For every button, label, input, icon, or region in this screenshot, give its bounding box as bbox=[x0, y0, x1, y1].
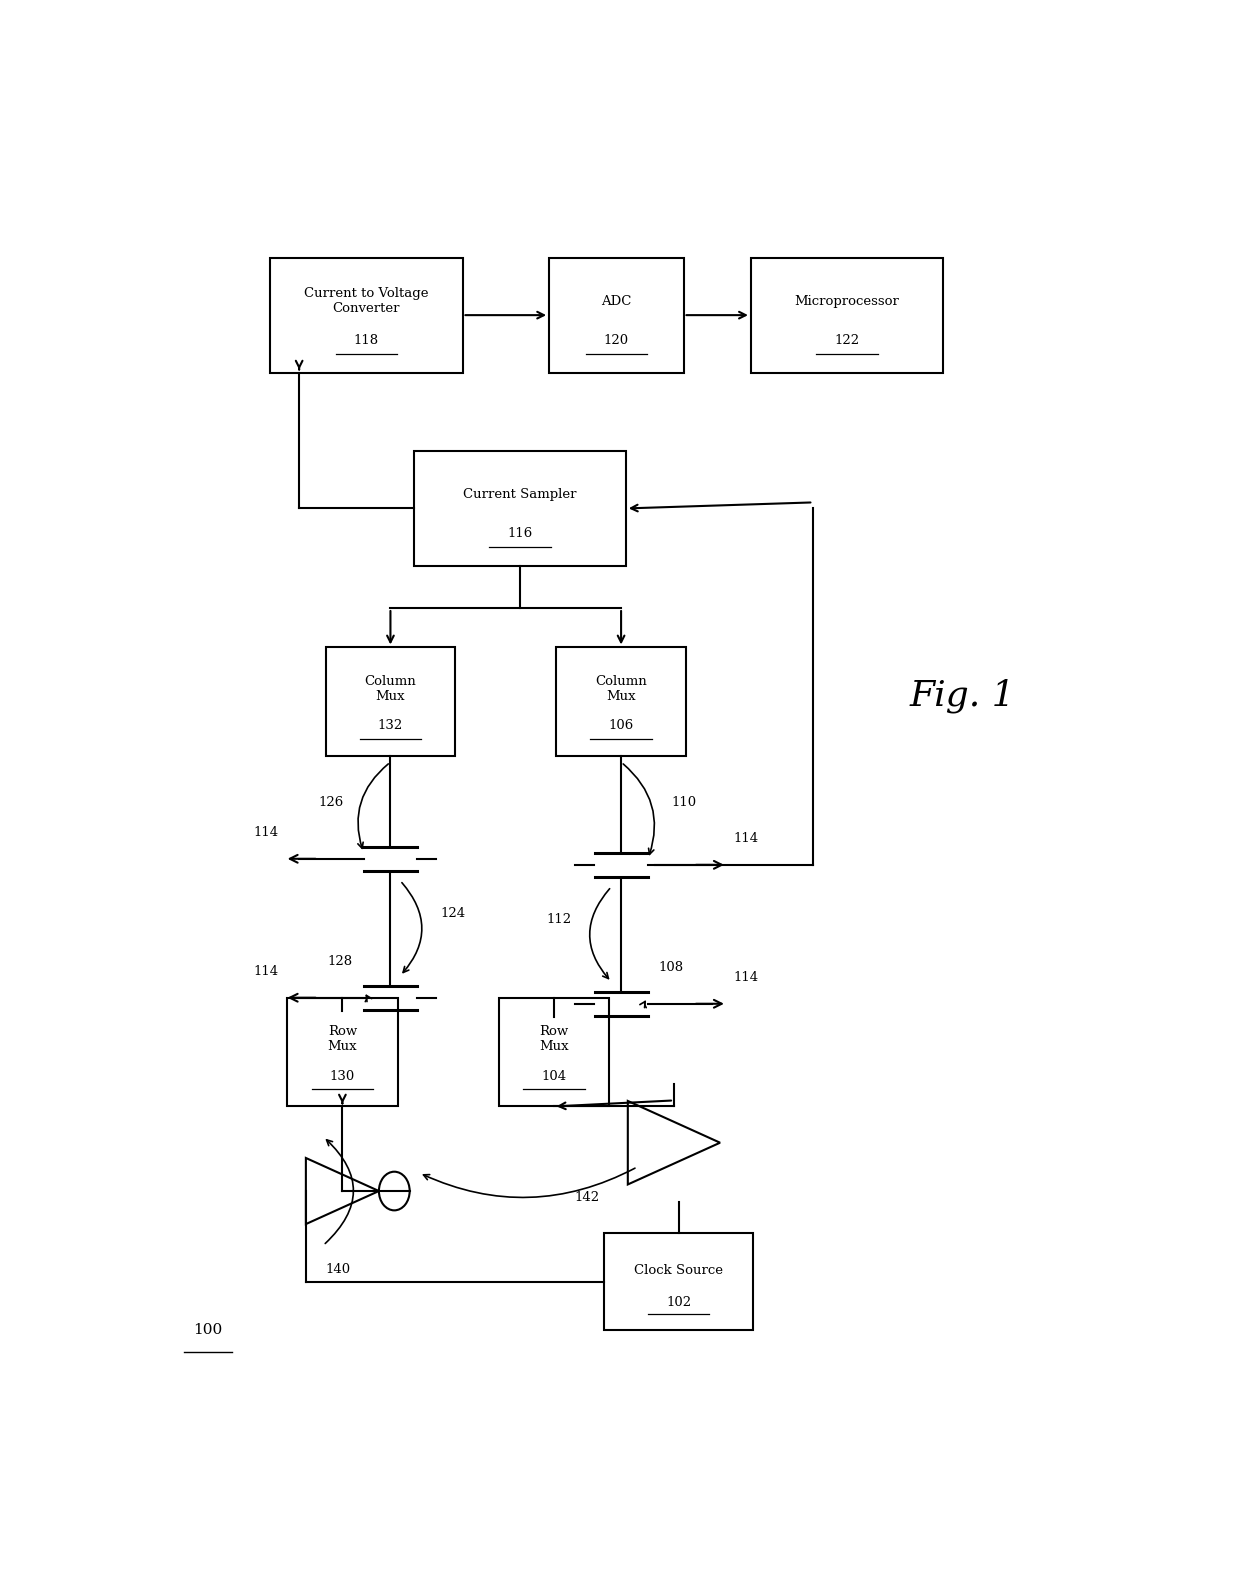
Text: Row
Mux: Row Mux bbox=[539, 1025, 569, 1053]
FancyBboxPatch shape bbox=[549, 257, 683, 372]
Text: 132: 132 bbox=[378, 719, 403, 733]
Text: Current to Voltage
Converter: Current to Voltage Converter bbox=[304, 287, 429, 315]
Text: Row
Mux: Row Mux bbox=[327, 1025, 357, 1053]
Text: ADC: ADC bbox=[601, 295, 631, 308]
Text: 142: 142 bbox=[575, 1191, 600, 1203]
Text: 110: 110 bbox=[671, 795, 696, 808]
Text: 114: 114 bbox=[733, 832, 759, 844]
FancyBboxPatch shape bbox=[498, 998, 609, 1106]
Text: 104: 104 bbox=[541, 1070, 567, 1083]
Text: 100: 100 bbox=[193, 1323, 222, 1337]
FancyBboxPatch shape bbox=[751, 257, 944, 372]
Text: 106: 106 bbox=[609, 719, 634, 733]
FancyBboxPatch shape bbox=[557, 648, 686, 756]
Text: 122: 122 bbox=[835, 334, 859, 347]
Text: 118: 118 bbox=[353, 334, 379, 347]
Text: Column
Mux: Column Mux bbox=[365, 675, 417, 703]
Text: 116: 116 bbox=[507, 527, 533, 540]
Text: 130: 130 bbox=[330, 1070, 355, 1083]
Text: 120: 120 bbox=[604, 334, 629, 347]
Text: Microprocessor: Microprocessor bbox=[795, 295, 899, 308]
Text: 126: 126 bbox=[319, 795, 343, 808]
Text: 114: 114 bbox=[253, 825, 278, 839]
Text: 114: 114 bbox=[733, 971, 759, 984]
Text: 114: 114 bbox=[253, 965, 278, 977]
FancyBboxPatch shape bbox=[270, 257, 463, 372]
Text: Column
Mux: Column Mux bbox=[595, 675, 647, 703]
Text: Fig. 1: Fig. 1 bbox=[909, 678, 1016, 712]
FancyBboxPatch shape bbox=[326, 648, 455, 756]
FancyBboxPatch shape bbox=[604, 1233, 753, 1331]
Text: 102: 102 bbox=[666, 1296, 692, 1310]
Text: Current Sampler: Current Sampler bbox=[464, 488, 577, 501]
Text: 108: 108 bbox=[658, 962, 683, 974]
FancyBboxPatch shape bbox=[288, 998, 398, 1106]
Text: Clock Source: Clock Source bbox=[634, 1263, 723, 1277]
Text: 140: 140 bbox=[325, 1263, 350, 1276]
FancyBboxPatch shape bbox=[414, 450, 626, 566]
Text: 112: 112 bbox=[546, 913, 572, 926]
Text: 124: 124 bbox=[440, 907, 465, 919]
Text: 128: 128 bbox=[327, 956, 353, 968]
